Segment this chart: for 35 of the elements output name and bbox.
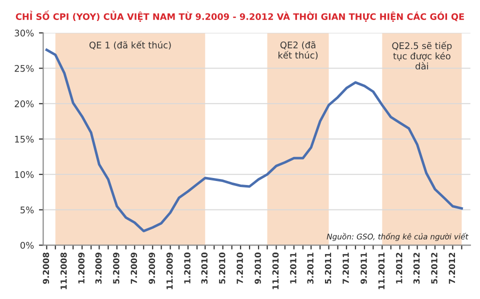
x-tick-label: 1.2010: [184, 252, 190, 284]
x-tick-label: 7.2012: [448, 252, 456, 284]
x-tick-label: 3.2009: [95, 252, 102, 284]
band-label: QE 1 (đã kết thúc): [89, 40, 171, 50]
x-tick-label: 7.2009: [130, 252, 138, 284]
y-tick-label: 25%: [14, 65, 34, 72]
band-label: QE2 (đã kết thúc): [278, 41, 318, 60]
x-tick-label: 3.2012: [413, 252, 420, 284]
x-tick-label: 1.2012: [396, 252, 402, 284]
x-tick-label: 5.2010: [218, 252, 226, 284]
x-tick-label: 9.2008: [42, 252, 50, 284]
x-tick-label: 5.2011: [324, 252, 332, 284]
y-tick-label: 15%: [15, 136, 34, 143]
x-tick-label: 9.2009: [148, 252, 156, 284]
x-tick-label: 1.2009: [78, 252, 85, 284]
x-tick-label: 7.2011: [342, 252, 349, 284]
x-tick-label: 3.2011: [307, 252, 314, 284]
y-tick-label: 0%: [20, 242, 34, 249]
y-tick-label: 5%: [20, 206, 34, 214]
x-tick-label: 9.2011: [360, 252, 367, 284]
x-tick-label: 3.2010: [201, 252, 208, 284]
x-tick-label: 1.2011: [290, 252, 296, 284]
x-tick-label: 5.2012: [431, 252, 438, 284]
chart-title: CHỈ SỐ CPI (YOY) CỦA VIỆT NAM TỪ 9.2009 - 9.2012 VÀ THỜI GIAN THỰC HIỆN CÁC GÓI QE: [16, 10, 464, 22]
y-tick-label: 30%: [14, 30, 34, 36]
x-tick-label: 9.2010: [254, 252, 261, 284]
x-tick-label: 7.2010: [236, 252, 243, 284]
x-tick-label: 11.2010: [272, 252, 279, 290]
x-tick-label: 5.2009: [113, 252, 120, 284]
x-tick-label: 11.2009: [166, 252, 173, 290]
band-label: QE2.5 sẽ tiếp tục được kéo dài: [392, 41, 452, 70]
y-tick-label: 20%: [14, 100, 34, 108]
x-tick-label: 11.2008: [60, 252, 67, 290]
y-tick-label: 10%: [15, 171, 34, 178]
x-tick-label: 11.2011: [378, 252, 385, 290]
